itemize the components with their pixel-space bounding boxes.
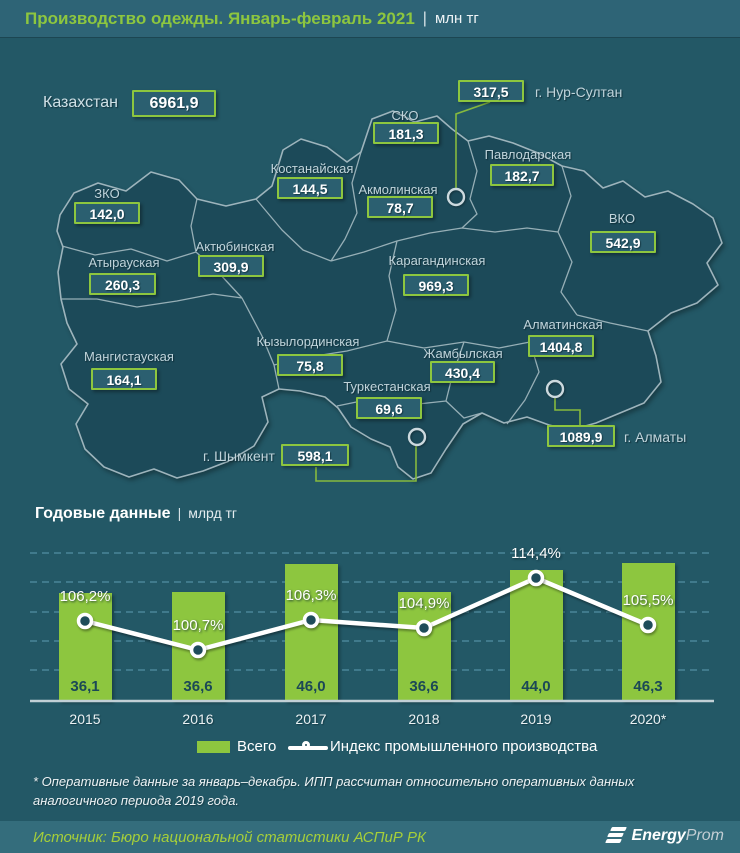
city-value-shymkent: 598,1: [281, 444, 349, 466]
energyprom-logo: EnergyProm: [604, 827, 724, 845]
bar-value-label: 36,1: [70, 678, 100, 695]
region-label-zhambyl: Жамбылская: [423, 346, 503, 361]
legend-line-label: Индекс промышленного производства: [330, 738, 598, 755]
title-divider: |: [422, 9, 427, 27]
x-axis-tick-label: 2017: [295, 711, 327, 727]
region-value-akmola: 78,7: [367, 196, 433, 218]
region-label-pavlodar: Павлодарская: [484, 147, 572, 162]
region-label-karaganda: Карагандинская: [388, 253, 486, 268]
city-value-nur-sultan: 317,5: [458, 80, 524, 102]
region-value-aktobe: 309,9: [198, 255, 264, 277]
region-value-karaganda: 969,3: [403, 274, 469, 296]
legend-line-marker-icon: [302, 741, 310, 749]
footnote: * Оперативные данные за январь–декабрь. …: [33, 774, 635, 808]
region-value-zko: 142,0: [74, 202, 140, 224]
region-label-aktobe: Актюбинская: [195, 239, 275, 254]
x-axis-tick-label: 2019: [520, 711, 552, 727]
source-text: Источник: Бюро национальной статистики А…: [33, 828, 426, 846]
city-label-shymkent: г. Шымкент: [203, 448, 275, 464]
region-label-kyzylorda: Кызылординская: [256, 334, 360, 349]
index-value-label: 100,7%: [172, 617, 224, 634]
x-axis-tick-label: 2018: [408, 711, 440, 727]
index-value-label: 105,5%: [622, 592, 674, 609]
region-label-zko: ЗКО: [94, 186, 120, 201]
bar-value-label: 36,6: [409, 678, 439, 695]
chart-title-divider: |: [177, 505, 182, 521]
bar-value-label: 46,3: [633, 678, 663, 695]
region-value-mangystau: 164,1: [91, 368, 157, 390]
x-axis-tick-label: 2015: [69, 711, 101, 727]
country-label: Казахстан: [43, 94, 118, 111]
chart-legend: Всего Индекс промышленного производства: [0, 738, 740, 756]
bar-value-label: 36,6: [183, 678, 213, 695]
region-value-almaty-region: 1404,8: [528, 335, 594, 357]
region-label-sko: СКО: [391, 108, 419, 123]
source-strip: Источник: Бюро национальной статистики А…: [0, 821, 740, 853]
chart-title: Годовые данные: [35, 505, 171, 522]
city-value-almaty: 1089,9: [547, 425, 615, 447]
index-value-label: 106,3%: [285, 587, 337, 604]
country-value-badge: 6961,9: [132, 90, 216, 117]
city-label-almaty: г. Алматы: [624, 429, 687, 445]
chart-unit: млрд тг: [188, 505, 238, 521]
index-value-label: 106,2%: [59, 588, 111, 605]
index-value-label: 104,9%: [398, 595, 450, 612]
x-axis-tick-label: 2016: [182, 711, 214, 727]
legend-bar-swatch: [197, 741, 230, 753]
region-value-pavlodar: 182,7: [490, 164, 554, 186]
energyprom-logo-text: EnergyProm: [631, 827, 724, 844]
bar-value-label: 44,0: [521, 678, 551, 695]
city-label-nur-sultan: г. Нур-Султан: [535, 84, 623, 100]
region-value-sko: 181,3: [373, 122, 439, 144]
region-value-zhambyl: 430,4: [430, 361, 495, 383]
index-value-label: 114,4%: [511, 545, 561, 562]
region-label-atyrau: Атырауская: [88, 255, 160, 270]
x-axis-tick-label: 2020*: [629, 711, 667, 727]
region-label-kostanay: Костанайская: [270, 161, 354, 176]
legend-bar-label: Всего: [237, 738, 277, 755]
energyprom-logo-icon: [604, 827, 627, 845]
region-label-vko: ВКО: [608, 211, 636, 226]
region-label-akmola: Акмолинская: [358, 182, 438, 197]
bar-value-label: 46,0: [296, 678, 326, 695]
page-unit: млн тг: [434, 10, 479, 27]
region-value-vko: 542,9: [590, 231, 656, 253]
region-label-turkestan: Туркестанская: [343, 379, 431, 394]
header-bar: Производство одежды. Январь-февраль 2021…: [0, 0, 740, 38]
region-value-kyzylorda: 75,8: [277, 354, 343, 376]
region-value-kostanay: 144,5: [277, 177, 343, 199]
chart-section-title: Годовые данные | млрд тг: [35, 505, 237, 523]
region-value-atyrau: 260,3: [89, 273, 156, 295]
region-label-mangystau: Мангистауская: [84, 349, 174, 364]
page-title: Производство одежды. Январь-февраль 2021: [25, 8, 415, 28]
region-value-turkestan: 69,6: [356, 397, 422, 419]
region-label-almaty-region: Алматинская: [523, 317, 603, 332]
